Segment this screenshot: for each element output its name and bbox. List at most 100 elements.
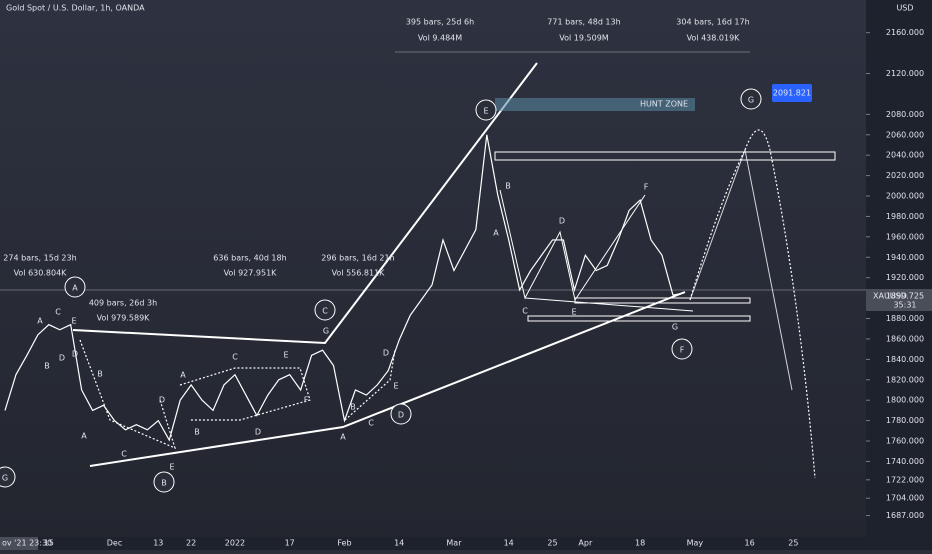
wave-line — [499, 189, 646, 302]
x-tick-label: Dec — [107, 539, 122, 548]
wave-circle — [0, 466, 16, 488]
wave-label: A — [340, 433, 346, 442]
wave-circle — [740, 88, 762, 110]
x-tick-label: 13 — [153, 539, 163, 548]
wave-label: D — [383, 349, 389, 358]
y-tick-label: 2060.000 — [886, 130, 924, 139]
measure-label: 304 bars, 16d 17h — [676, 18, 749, 27]
y-tick-label: 1960.000 — [886, 232, 924, 241]
x-tick-label: 25 — [547, 539, 557, 548]
y-tick-label: 2000.000 — [886, 192, 924, 201]
plot-background — [0, 0, 866, 537]
wave-label: G — [323, 327, 329, 336]
price-line — [4, 134, 685, 442]
wave-dotted — [79, 339, 176, 450]
wave-label: B — [44, 362, 50, 371]
y-tick-label: 1740.000 — [886, 457, 924, 466]
wave-label: D — [398, 411, 404, 420]
x-tick-label: Mar — [446, 539, 462, 548]
wave-label: A — [180, 371, 186, 380]
x-tick-label: Feb — [337, 539, 351, 548]
time-scale — [0, 537, 866, 550]
y-tick-label: 1840.000 — [886, 355, 924, 364]
symbol: XAUUSD — [873, 292, 907, 301]
last-price: 1899.725 — [886, 292, 924, 301]
x-tick-label: Apr — [578, 539, 593, 548]
y-tick-label: 1800.000 — [886, 396, 924, 405]
trend-line — [89, 291, 686, 467]
wave-label: E — [169, 463, 174, 472]
y-tick-label: 1722.000 — [886, 475, 924, 484]
wave-label: B — [350, 403, 356, 412]
y-tick-label: 1780.000 — [886, 416, 924, 425]
wave-label: E — [283, 351, 288, 360]
y-tick-label: 2120.000 — [886, 69, 924, 78]
price-callout-label: 2091.821 — [773, 89, 811, 98]
wave-circle — [153, 471, 175, 493]
price-scale — [866, 0, 932, 550]
wave-label: D — [72, 350, 78, 359]
wave-label: C — [121, 450, 127, 459]
wave-circle — [671, 338, 693, 360]
wave-circle — [314, 299, 336, 321]
wave-label: D — [559, 217, 565, 226]
x-tick-label: 15 — [44, 539, 54, 548]
wave-label: C — [55, 308, 61, 317]
projection — [689, 148, 793, 391]
wave-label: A — [72, 284, 78, 293]
measure-label: Vol 979.589K — [97, 314, 151, 323]
y-tick-label: 1704.000 — [886, 494, 924, 503]
measure-label: 409 bars, 26d 3h — [89, 299, 157, 308]
y-tick-label: 2020.000 — [886, 171, 924, 180]
x-tick-label: 18 — [635, 539, 645, 548]
time-label: ov '21 23:30 — [2, 539, 52, 548]
wave-label: D — [59, 354, 65, 363]
measure-label: 771 bars, 48d 13h — [547, 18, 620, 27]
countdown: 35:31 — [893, 301, 916, 310]
wave-label: B — [161, 479, 167, 488]
wave-label: G — [2, 474, 8, 483]
wave-label: D — [159, 396, 165, 405]
wave-label: F — [680, 346, 685, 355]
x-tick-label: 2022 — [225, 539, 245, 548]
chart-title: Gold Spot / U.S. Dollar, 1h, OANDA — [6, 4, 145, 13]
wave-circle — [475, 99, 497, 121]
wave-circle — [390, 403, 412, 425]
price-callout — [772, 84, 812, 102]
trend-line — [72, 62, 538, 345]
measure-label: Vol 19.509M — [559, 34, 609, 43]
zone — [574, 297, 751, 304]
x-tick-label: 16 — [745, 539, 755, 548]
wave-label: E — [571, 308, 576, 317]
measure-label: Vol 556.811K — [332, 269, 386, 278]
wave-dotted — [179, 367, 311, 421]
wave-label: B — [194, 428, 200, 437]
wave-label: F — [644, 183, 649, 192]
y-tick-label: 1880.000 — [886, 314, 924, 323]
wave-label: E — [71, 317, 76, 326]
currency: USD — [896, 4, 913, 13]
wave-label: A — [81, 432, 87, 441]
wave-label: B — [97, 370, 103, 379]
wave-label: C — [522, 307, 528, 316]
measure-label: 296 bars, 16d 21h — [321, 254, 394, 263]
x-tick-label: 14 — [504, 539, 514, 548]
wave-label: A — [37, 317, 43, 326]
wave-label: G — [672, 323, 678, 332]
wave-circle — [64, 276, 86, 298]
measure-label: 636 bars, 40d 18h — [213, 254, 286, 263]
price-tag — [866, 289, 932, 311]
hunt-zone — [495, 98, 695, 111]
zone — [494, 151, 836, 161]
wave-label: G — [748, 96, 754, 105]
y-tick-label: 2040.000 — [886, 151, 924, 160]
zone — [527, 315, 751, 322]
y-tick-label: 1760.000 — [886, 437, 924, 446]
x-tick-label: 22 — [186, 539, 196, 548]
y-tick-label: 1860.000 — [886, 334, 924, 343]
wave-label: B — [505, 182, 511, 191]
measure-label: Vol 9.484M — [418, 34, 462, 43]
measure-label: Vol 927.951K — [224, 269, 278, 278]
measure-label: 395 bars, 25d 6h — [406, 18, 474, 27]
